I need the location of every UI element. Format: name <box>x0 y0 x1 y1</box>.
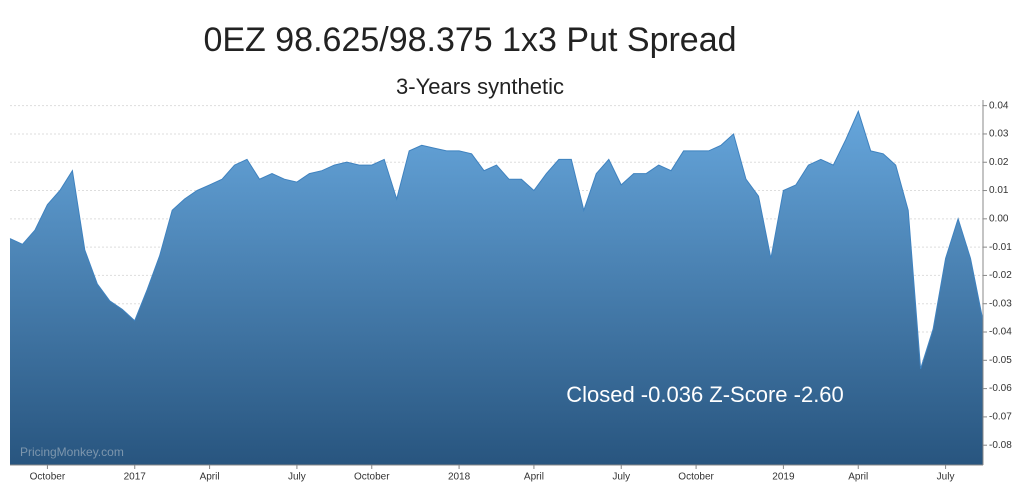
chart-title: 0EZ 98.625/98.375 1x3 Put Spread <box>203 21 736 59</box>
y-tick-label: -0.07 <box>989 412 1012 423</box>
annotation: Closed -0.036 Z-Score -2.60 <box>566 382 844 407</box>
x-tick-label: July <box>937 472 955 483</box>
y-tick-label: -0.03 <box>989 298 1012 309</box>
x-tick-label: October <box>354 472 390 483</box>
y-tick-label: 0.03 <box>989 129 1009 140</box>
y-tick-label: -0.01 <box>989 242 1012 253</box>
y-tick-label: -0.08 <box>989 440 1012 451</box>
x-tick-label: 2017 <box>124 472 147 483</box>
x-tick-label: October <box>30 472 66 483</box>
y-tick-label: 0.00 <box>989 213 1009 224</box>
area <box>10 111 983 466</box>
x-tick-label: April <box>200 472 220 483</box>
x-tick-label: April <box>524 472 544 483</box>
x-tick-label: October <box>678 472 714 483</box>
x-tick-label: April <box>848 472 868 483</box>
y-tick-label: -0.04 <box>989 327 1012 338</box>
x-tick-label: July <box>612 472 630 483</box>
y-tick-label: -0.02 <box>989 270 1012 281</box>
y-tick-label: -0.06 <box>989 383 1012 394</box>
y-tick-label: -0.05 <box>989 355 1012 366</box>
line <box>9 109 984 369</box>
y-tick-label: 0.01 <box>989 185 1009 196</box>
plot-area <box>9 105 984 466</box>
watermark: PricingMonkey.com <box>20 445 124 459</box>
y-tick-label: 0.02 <box>989 157 1009 168</box>
x-tick-label: 2019 <box>772 472 795 483</box>
x-tick-label: July <box>288 472 306 483</box>
y-tick-label: 0.04 <box>989 100 1009 111</box>
chart-subtitle: 3-Years synthetic <box>396 74 564 99</box>
x-tick-label: 2018 <box>448 472 471 483</box>
